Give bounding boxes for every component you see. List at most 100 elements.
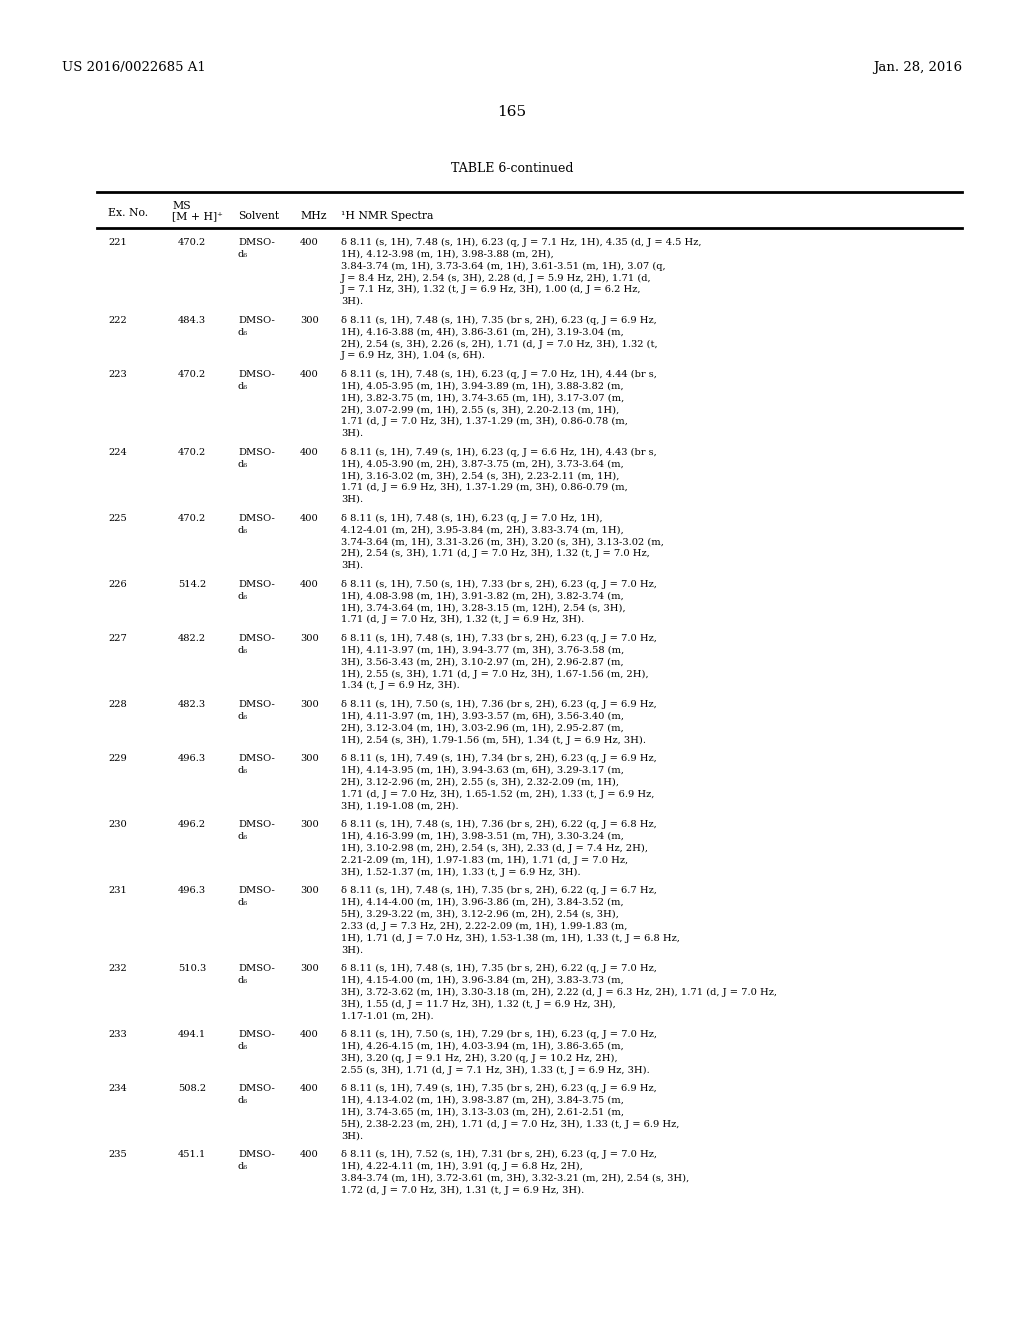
- Text: 300: 300: [300, 700, 318, 709]
- Text: 1H), 4.16-3.88 (m, 4H), 3.86-3.61 (m, 2H), 3.19-3.04 (m,: 1H), 4.16-3.88 (m, 4H), 3.86-3.61 (m, 2H…: [341, 327, 624, 337]
- Text: [M + H]⁺: [M + H]⁺: [172, 211, 223, 220]
- Text: 4.12-4.01 (m, 2H), 3.95-3.84 (m, 2H), 3.83-3.74 (m, 1H),: 4.12-4.01 (m, 2H), 3.95-3.84 (m, 2H), 3.…: [341, 525, 624, 535]
- Text: 234: 234: [108, 1084, 127, 1093]
- Text: 3H).: 3H).: [341, 945, 364, 954]
- Text: 232: 232: [108, 964, 127, 973]
- Text: 470.2: 470.2: [178, 238, 206, 247]
- Text: 482.3: 482.3: [178, 700, 206, 709]
- Text: 5H), 2.38-2.23 (m, 2H), 1.71 (d, J = 7.0 Hz, 3H), 1.33 (t, J = 6.9 Hz,: 5H), 2.38-2.23 (m, 2H), 1.71 (d, J = 7.0…: [341, 1119, 679, 1129]
- Text: J = 6.9 Hz, 3H), 1.04 (s, 6H).: J = 6.9 Hz, 3H), 1.04 (s, 6H).: [341, 351, 486, 360]
- Text: 3H), 1.19-1.08 (m, 2H).: 3H), 1.19-1.08 (m, 2H).: [341, 801, 459, 810]
- Text: d₆: d₆: [238, 327, 248, 337]
- Text: 1H), 4.14-4.00 (m, 1H), 3.96-3.86 (m, 2H), 3.84-3.52 (m,: 1H), 4.14-4.00 (m, 1H), 3.96-3.86 (m, 2H…: [341, 898, 624, 907]
- Text: 3H).: 3H).: [341, 297, 364, 306]
- Text: 2H), 2.54 (s, 3H), 1.71 (d, J = 7.0 Hz, 3H), 1.32 (t, J = 7.0 Hz,: 2H), 2.54 (s, 3H), 1.71 (d, J = 7.0 Hz, …: [341, 549, 650, 558]
- Text: J = 7.1 Hz, 3H), 1.32 (t, J = 6.9 Hz, 3H), 1.00 (d, J = 6.2 Hz,: J = 7.1 Hz, 3H), 1.32 (t, J = 6.9 Hz, 3H…: [341, 285, 641, 294]
- Text: 1H), 3.74-3.65 (m, 1H), 3.13-3.03 (m, 2H), 2.61-2.51 (m,: 1H), 3.74-3.65 (m, 1H), 3.13-3.03 (m, 2H…: [341, 1107, 624, 1117]
- Text: 1H), 3.16-3.02 (m, 3H), 2.54 (s, 3H), 2.23-2.11 (m, 1H),: 1H), 3.16-3.02 (m, 3H), 2.54 (s, 3H), 2.…: [341, 471, 620, 480]
- Text: 1H), 4.22-4.11 (m, 1H), 3.91 (q, J = 6.8 Hz, 2H),: 1H), 4.22-4.11 (m, 1H), 3.91 (q, J = 6.8…: [341, 1162, 583, 1171]
- Text: DMSO-: DMSO-: [238, 754, 274, 763]
- Text: Jan. 28, 2016: Jan. 28, 2016: [872, 62, 962, 74]
- Text: δ 8.11 (s, 1H), 7.48 (s, 1H), 6.23 (q, J = 7.0 Hz, 1H),: δ 8.11 (s, 1H), 7.48 (s, 1H), 6.23 (q, J…: [341, 513, 603, 523]
- Text: DMSO-: DMSO-: [238, 886, 274, 895]
- Text: 1H), 4.05-3.90 (m, 2H), 3.87-3.75 (m, 2H), 3.73-3.64 (m,: 1H), 4.05-3.90 (m, 2H), 3.87-3.75 (m, 2H…: [341, 459, 624, 469]
- Text: 3.84-3.74 (m, 1H), 3.73-3.64 (m, 1H), 3.61-3.51 (m, 1H), 3.07 (q,: 3.84-3.74 (m, 1H), 3.73-3.64 (m, 1H), 3.…: [341, 261, 666, 271]
- Text: 400: 400: [300, 447, 318, 457]
- Text: MS: MS: [172, 201, 190, 211]
- Text: 1H), 4.13-4.02 (m, 1H), 3.98-3.87 (m, 2H), 3.84-3.75 (m,: 1H), 4.13-4.02 (m, 1H), 3.98-3.87 (m, 2H…: [341, 1096, 624, 1105]
- Text: 300: 300: [300, 964, 318, 973]
- Text: J = 8.4 Hz, 2H), 2.54 (s, 3H), 2.28 (d, J = 5.9 Hz, 2H), 1.71 (d,: J = 8.4 Hz, 2H), 2.54 (s, 3H), 2.28 (d, …: [341, 273, 651, 282]
- Text: 225: 225: [108, 513, 127, 523]
- Text: 1H), 4.11-3.97 (m, 1H), 3.93-3.57 (m, 6H), 3.56-3.40 (m,: 1H), 4.11-3.97 (m, 1H), 3.93-3.57 (m, 6H…: [341, 711, 624, 721]
- Text: 482.2: 482.2: [178, 634, 206, 643]
- Text: 1H), 4.15-4.00 (m, 1H), 3.96-3.84 (m, 2H), 3.83-3.73 (m,: 1H), 4.15-4.00 (m, 1H), 3.96-3.84 (m, 2H…: [341, 975, 624, 985]
- Text: d₆: d₆: [238, 525, 248, 535]
- Text: 1.71 (d, J = 6.9 Hz, 3H), 1.37-1.29 (m, 3H), 0.86-0.79 (m,: 1.71 (d, J = 6.9 Hz, 3H), 1.37-1.29 (m, …: [341, 483, 628, 492]
- Text: 230: 230: [108, 820, 127, 829]
- Text: 300: 300: [300, 886, 318, 895]
- Text: 1H), 4.14-3.95 (m, 1H), 3.94-3.63 (m, 6H), 3.29-3.17 (m,: 1H), 4.14-3.95 (m, 1H), 3.94-3.63 (m, 6H…: [341, 766, 624, 775]
- Text: 1H), 3.10-2.98 (m, 2H), 2.54 (s, 3H), 2.33 (d, J = 7.4 Hz, 2H),: 1H), 3.10-2.98 (m, 2H), 2.54 (s, 3H), 2.…: [341, 843, 648, 853]
- Text: DMSO-: DMSO-: [238, 820, 274, 829]
- Text: 3H), 1.55 (d, J = 11.7 Hz, 3H), 1.32 (t, J = 6.9 Hz, 3H),: 3H), 1.55 (d, J = 11.7 Hz, 3H), 1.32 (t,…: [341, 999, 615, 1008]
- Text: δ 8.11 (s, 1H), 7.48 (s, 1H), 7.33 (br s, 2H), 6.23 (q, J = 7.0 Hz,: δ 8.11 (s, 1H), 7.48 (s, 1H), 7.33 (br s…: [341, 634, 656, 643]
- Text: 3H).: 3H).: [341, 429, 364, 438]
- Text: 1H), 2.54 (s, 3H), 1.79-1.56 (m, 5H), 1.34 (t, J = 6.9 Hz, 3H).: 1H), 2.54 (s, 3H), 1.79-1.56 (m, 5H), 1.…: [341, 735, 646, 744]
- Text: 494.1: 494.1: [178, 1030, 206, 1039]
- Text: 470.2: 470.2: [178, 447, 206, 457]
- Text: 1H), 3.74-3.64 (m, 1H), 3.28-3.15 (m, 12H), 2.54 (s, 3H),: 1H), 3.74-3.64 (m, 1H), 3.28-3.15 (m, 12…: [341, 603, 626, 612]
- Text: 3H).: 3H).: [341, 561, 364, 570]
- Text: Ex. No.: Ex. No.: [108, 209, 148, 218]
- Text: Solvent: Solvent: [238, 211, 280, 220]
- Text: δ 8.11 (s, 1H), 7.50 (s, 1H), 7.33 (br s, 2H), 6.23 (q, J = 7.0 Hz,: δ 8.11 (s, 1H), 7.50 (s, 1H), 7.33 (br s…: [341, 579, 656, 589]
- Text: d₆: d₆: [238, 459, 248, 469]
- Text: δ 8.11 (s, 1H), 7.48 (s, 1H), 7.36 (br s, 2H), 6.22 (q, J = 6.8 Hz,: δ 8.11 (s, 1H), 7.48 (s, 1H), 7.36 (br s…: [341, 820, 656, 829]
- Text: d₆: d₆: [238, 591, 248, 601]
- Text: 5H), 3.29-3.22 (m, 3H), 3.12-2.96 (m, 2H), 2.54 (s, 3H),: 5H), 3.29-3.22 (m, 3H), 3.12-2.96 (m, 2H…: [341, 909, 618, 919]
- Text: 2.33 (d, J = 7.3 Hz, 2H), 2.22-2.09 (m, 1H), 1.99-1.83 (m,: 2.33 (d, J = 7.3 Hz, 2H), 2.22-2.09 (m, …: [341, 921, 628, 931]
- Text: δ 8.11 (s, 1H), 7.48 (s, 1H), 6.23 (q, J = 7.0 Hz, 1H), 4.44 (br s,: δ 8.11 (s, 1H), 7.48 (s, 1H), 6.23 (q, J…: [341, 370, 656, 379]
- Text: 1H), 4.16-3.99 (m, 1H), 3.98-3.51 (m, 7H), 3.30-3.24 (m,: 1H), 4.16-3.99 (m, 1H), 3.98-3.51 (m, 7H…: [341, 832, 624, 841]
- Text: 2.21-2.09 (m, 1H), 1.97-1.83 (m, 1H), 1.71 (d, J = 7.0 Hz,: 2.21-2.09 (m, 1H), 1.97-1.83 (m, 1H), 1.…: [341, 855, 628, 865]
- Text: d₆: d₆: [238, 898, 248, 907]
- Text: 229: 229: [108, 754, 127, 763]
- Text: δ 8.11 (s, 1H), 7.49 (s, 1H), 7.34 (br s, 2H), 6.23 (q, J = 6.9 Hz,: δ 8.11 (s, 1H), 7.49 (s, 1H), 7.34 (br s…: [341, 754, 656, 763]
- Text: 510.3: 510.3: [178, 964, 206, 973]
- Text: 496.2: 496.2: [178, 820, 206, 829]
- Text: 470.2: 470.2: [178, 370, 206, 379]
- Text: DMSO-: DMSO-: [238, 1150, 274, 1159]
- Text: DMSO-: DMSO-: [238, 579, 274, 589]
- Text: δ 8.11 (s, 1H), 7.50 (s, 1H), 7.29 (br s, 1H), 6.23 (q, J = 7.0 Hz,: δ 8.11 (s, 1H), 7.50 (s, 1H), 7.29 (br s…: [341, 1030, 657, 1039]
- Text: d₆: d₆: [238, 1162, 248, 1171]
- Text: d₆: d₆: [238, 711, 248, 721]
- Text: δ 8.11 (s, 1H), 7.49 (s, 1H), 7.35 (br s, 2H), 6.23 (q, J = 6.9 Hz,: δ 8.11 (s, 1H), 7.49 (s, 1H), 7.35 (br s…: [341, 1084, 656, 1093]
- Text: 3H), 1.52-1.37 (m, 1H), 1.33 (t, J = 6.9 Hz, 3H).: 3H), 1.52-1.37 (m, 1H), 1.33 (t, J = 6.9…: [341, 867, 581, 876]
- Text: 223: 223: [108, 370, 127, 379]
- Text: 233: 233: [108, 1030, 127, 1039]
- Text: 400: 400: [300, 370, 318, 379]
- Text: DMSO-: DMSO-: [238, 634, 274, 643]
- Text: δ 8.11 (s, 1H), 7.50 (s, 1H), 7.36 (br s, 2H), 6.23 (q, J = 6.9 Hz,: δ 8.11 (s, 1H), 7.50 (s, 1H), 7.36 (br s…: [341, 700, 656, 709]
- Text: d₆: d₆: [238, 975, 248, 985]
- Text: 3H), 3.72-3.62 (m, 1H), 3.30-3.18 (m, 2H), 2.22 (d, J = 6.3 Hz, 2H), 1.71 (d, J : 3H), 3.72-3.62 (m, 1H), 3.30-3.18 (m, 2H…: [341, 987, 777, 997]
- Text: 224: 224: [108, 447, 127, 457]
- Text: DMSO-: DMSO-: [238, 370, 274, 379]
- Text: 400: 400: [300, 1084, 318, 1093]
- Text: DMSO-: DMSO-: [238, 315, 274, 325]
- Text: 3.84-3.74 (m, 1H), 3.72-3.61 (m, 3H), 3.32-3.21 (m, 2H), 2.54 (s, 3H),: 3.84-3.74 (m, 1H), 3.72-3.61 (m, 3H), 3.…: [341, 1173, 689, 1183]
- Text: 1.71 (d, J = 7.0 Hz, 3H), 1.65-1.52 (m, 2H), 1.33 (t, J = 6.9 Hz,: 1.71 (d, J = 7.0 Hz, 3H), 1.65-1.52 (m, …: [341, 789, 654, 799]
- Text: 222: 222: [108, 315, 127, 325]
- Text: d₆: d₆: [238, 1041, 248, 1051]
- Text: 300: 300: [300, 820, 318, 829]
- Text: d₆: d₆: [238, 1096, 248, 1105]
- Text: 508.2: 508.2: [178, 1084, 206, 1093]
- Text: 451.1: 451.1: [178, 1150, 207, 1159]
- Text: DMSO-: DMSO-: [238, 700, 274, 709]
- Text: 300: 300: [300, 754, 318, 763]
- Text: 1H), 4.12-3.98 (m, 1H), 3.98-3.88 (m, 2H),: 1H), 4.12-3.98 (m, 1H), 3.98-3.88 (m, 2H…: [341, 249, 554, 259]
- Text: d₆: d₆: [238, 645, 248, 655]
- Text: US 2016/0022685 A1: US 2016/0022685 A1: [62, 62, 206, 74]
- Text: 1H), 3.82-3.75 (m, 1H), 3.74-3.65 (m, 1H), 3.17-3.07 (m,: 1H), 3.82-3.75 (m, 1H), 3.74-3.65 (m, 1H…: [341, 393, 625, 403]
- Text: 3H).: 3H).: [341, 1131, 364, 1140]
